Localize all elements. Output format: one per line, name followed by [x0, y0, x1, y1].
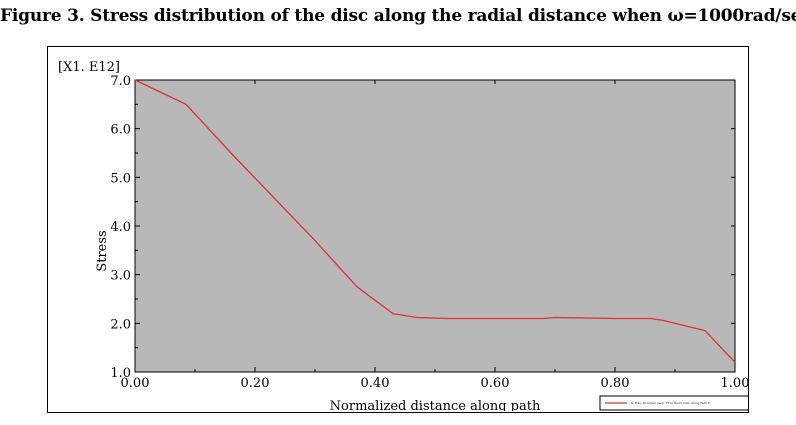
stress-chart: 1.02.03.04.05.06.07.0 0.00 0.20 0.40 0.60 0.… — [58, 60, 748, 411]
y-tick-label: 3.0 — [110, 269, 131, 284]
y-tick-label: 4.0 — [110, 220, 131, 235]
x-tick-label: 0.80 — [601, 376, 630, 391]
plot-area — [134, 79, 736, 373]
legend-box — [599, 395, 748, 411]
y-multiplier-label: [X1. E12] — [58, 60, 120, 75]
y-tick-label: 2.0 — [110, 317, 131, 332]
x-tick-label: 1.00 — [721, 376, 748, 391]
series-layer — [134, 79, 736, 363]
legend-entry: S, Max. Principal (Avg: 75%) Norm Dist. … — [631, 401, 710, 405]
y-tick-label: 6.0 — [110, 123, 131, 138]
y-tick-label: 5.0 — [110, 171, 131, 186]
legend: S, Max. Principal (Avg: 75%) Norm Dist. … — [599, 395, 748, 411]
y-axis-title: Stress — [95, 230, 110, 271]
x-tick-label: 0.60 — [481, 376, 510, 391]
figure-frame: 1.0 2.0 3.0 4.0 5.0 6.0 7.0 0.00 0.20 0.40 0.60 0.… — [47, 46, 749, 413]
y-tick-label: 1.0 — [110, 366, 131, 381]
y-axis: 1.0 2.0 3.0 4.0 5.0 6.0 7.0 — [110, 74, 735, 381]
figure-caption: Figure 3. Stress distribution of the dis… — [0, 6, 796, 26]
y-tick-label: 7.0 — [110, 74, 131, 89]
x-tick-label: 0.40 — [361, 376, 390, 391]
x-tick-label: 0.00 — [121, 376, 150, 391]
x-tick-label: 0.20 — [241, 376, 270, 391]
x-axis: 0.00 0.20 0.40 0.60 0.80 1.00 — [121, 80, 748, 391]
x-axis-title: Normalized distance along path — [330, 399, 541, 411]
series-line — [134, 79, 736, 363]
